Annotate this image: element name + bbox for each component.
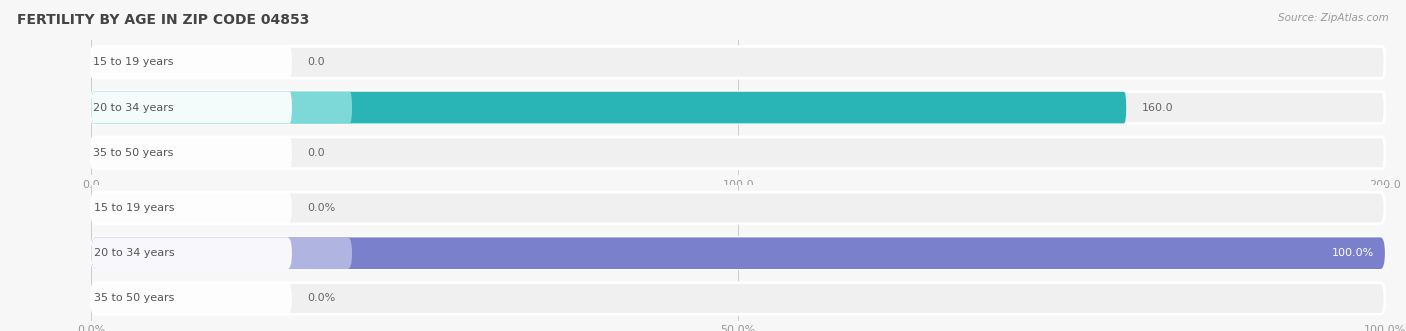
FancyBboxPatch shape xyxy=(91,92,1126,123)
FancyBboxPatch shape xyxy=(91,237,1385,269)
FancyBboxPatch shape xyxy=(91,92,1385,123)
Text: 35 to 50 years: 35 to 50 years xyxy=(94,294,174,304)
FancyBboxPatch shape xyxy=(91,192,1385,224)
Text: 0.0: 0.0 xyxy=(308,148,325,158)
FancyBboxPatch shape xyxy=(91,92,352,123)
FancyBboxPatch shape xyxy=(91,283,292,314)
FancyBboxPatch shape xyxy=(91,46,1385,78)
Text: 0.0: 0.0 xyxy=(308,57,325,67)
Text: 15 to 19 years: 15 to 19 years xyxy=(94,203,174,213)
FancyBboxPatch shape xyxy=(91,237,1385,269)
FancyBboxPatch shape xyxy=(91,192,292,224)
FancyBboxPatch shape xyxy=(91,237,352,269)
FancyBboxPatch shape xyxy=(91,283,1385,314)
Text: 35 to 50 years: 35 to 50 years xyxy=(93,148,173,158)
FancyBboxPatch shape xyxy=(91,92,292,123)
Text: 0.0%: 0.0% xyxy=(308,294,336,304)
FancyBboxPatch shape xyxy=(91,237,292,269)
Text: FERTILITY BY AGE IN ZIP CODE 04853: FERTILITY BY AGE IN ZIP CODE 04853 xyxy=(17,13,309,27)
Text: 20 to 34 years: 20 to 34 years xyxy=(93,103,173,113)
Text: 15 to 19 years: 15 to 19 years xyxy=(93,57,173,67)
Text: 20 to 34 years: 20 to 34 years xyxy=(94,248,174,258)
FancyBboxPatch shape xyxy=(91,137,1385,169)
Text: 0.0%: 0.0% xyxy=(308,203,336,213)
Text: 160.0: 160.0 xyxy=(1142,103,1174,113)
Text: Source: ZipAtlas.com: Source: ZipAtlas.com xyxy=(1278,13,1389,23)
FancyBboxPatch shape xyxy=(91,46,292,78)
Text: 100.0%: 100.0% xyxy=(1333,248,1375,258)
FancyBboxPatch shape xyxy=(91,137,292,169)
